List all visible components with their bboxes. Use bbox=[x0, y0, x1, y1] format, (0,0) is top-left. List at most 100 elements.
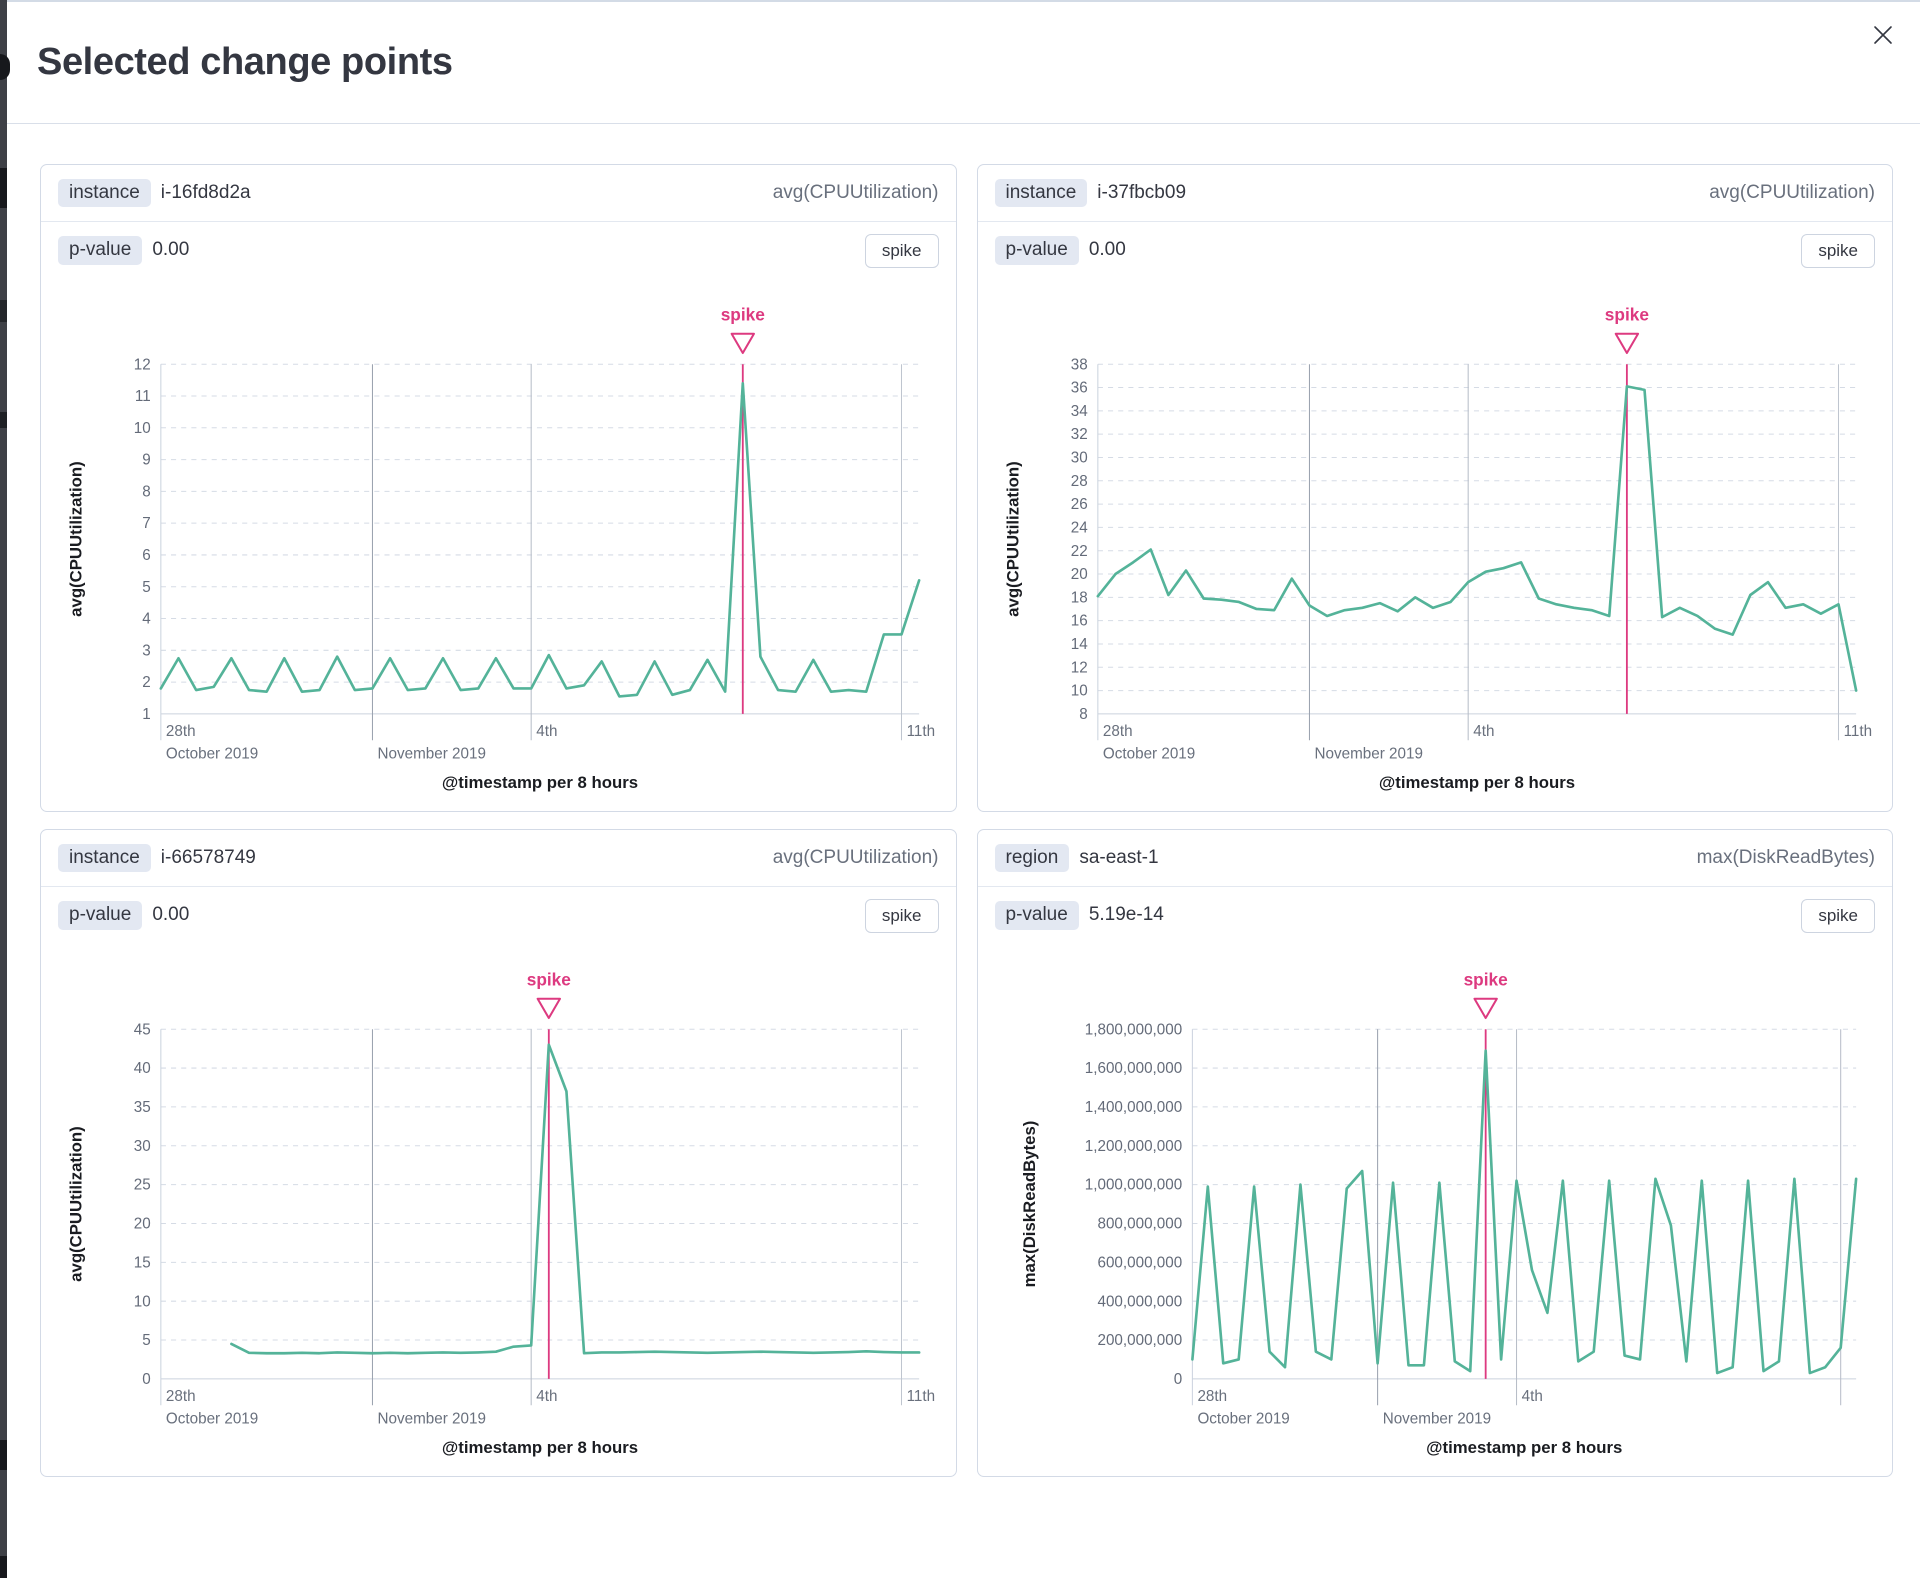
change-type-button[interactable]: spike bbox=[864, 898, 939, 933]
y-tick-label: 30 bbox=[1070, 450, 1087, 467]
pvalue-value: 0.00 bbox=[152, 239, 190, 261]
y-tick-label: 800,000,000 bbox=[1097, 1216, 1182, 1233]
change-point-card: instance i-66578749 avg(CPUUtilization) … bbox=[40, 829, 957, 1477]
y-tick-label: 25 bbox=[134, 1177, 151, 1194]
split-field-value: sa-east-1 bbox=[1079, 846, 1159, 868]
x-tick-day-label: 11th bbox=[907, 1388, 936, 1405]
card-subheader-row: p-value 0.00 spike bbox=[41, 887, 956, 944]
spike-triangle-icon bbox=[1614, 332, 1639, 355]
x-tick-month-label: November 2019 bbox=[378, 746, 486, 763]
metric-label: max(DiskReadBytes) bbox=[1696, 847, 1875, 868]
y-tick-label: 20 bbox=[1070, 566, 1087, 583]
chart-area: 0 200,000,000 400,000,000 600,000,000 800,00… bbox=[978, 944, 1893, 1462]
x-axis-title: @timestamp per 8 hours bbox=[1378, 773, 1574, 792]
y-tick-label: 7 bbox=[142, 515, 150, 532]
card-header-row: instance i-66578749 avg(CPUUtilization) bbox=[41, 830, 956, 887]
y-tick-label: 34 bbox=[1070, 403, 1087, 420]
series-line bbox=[230, 1043, 921, 1355]
x-tick-day-label: 4th bbox=[536, 723, 557, 740]
y-axis-title: avg(CPUUtilization) bbox=[67, 1126, 86, 1282]
x-tick-month-label: October 2019 bbox=[166, 746, 258, 763]
y-tick-label: 35 bbox=[134, 1099, 151, 1116]
y-tick-label: 8 bbox=[142, 483, 150, 500]
split-field-badge: region bbox=[994, 843, 1070, 873]
split-field-badge: instance bbox=[58, 178, 151, 208]
change-point-chart: 0 5 10 15 20 25 30 35 40 45 28th October 2019 Novemb… bbox=[67, 970, 936, 1458]
y-tick-label: 16 bbox=[1070, 613, 1087, 630]
background-glyph bbox=[0, 300, 7, 322]
spike-annotation-label: spike bbox=[527, 970, 572, 990]
change-point-card: instance i-37fbcb09 avg(CPUUtilization) … bbox=[976, 164, 1893, 812]
change-point-card: instance i-16fd8d2a avg(CPUUtilization) … bbox=[40, 164, 957, 812]
y-tick-label: 1,800,000,000 bbox=[1084, 1021, 1181, 1038]
y-tick-label: 26 bbox=[1070, 496, 1087, 513]
y-tick-label: 20 bbox=[134, 1216, 151, 1233]
change-point-card: region sa-east-1 max(DiskReadBytes) p-va… bbox=[976, 829, 1893, 1477]
change-points-grid: instance i-16fd8d2a avg(CPUUtilization) … bbox=[7, 124, 1920, 1477]
y-tick-label: 32 bbox=[1070, 426, 1087, 443]
split-field-value: i-16fd8d2a bbox=[160, 181, 251, 203]
change-type-button[interactable]: spike bbox=[1801, 898, 1875, 933]
y-axis-title: avg(CPUUtilization) bbox=[67, 461, 86, 617]
x-tick-day-label: 28th bbox=[166, 1388, 196, 1405]
background-app-edge bbox=[0, 0, 10, 1578]
y-tick-label: 2 bbox=[142, 674, 150, 691]
pvalue-badge: p-value bbox=[58, 236, 143, 265]
change-type-button[interactable]: spike bbox=[864, 233, 939, 268]
card-subheader-row: p-value 0.00 spike bbox=[41, 222, 956, 279]
spike-annotation-label: spike bbox=[1604, 305, 1649, 325]
y-tick-label: 10 bbox=[134, 1293, 151, 1310]
y-tick-label: 8 bbox=[1079, 706, 1087, 723]
y-tick-label: 40 bbox=[134, 1060, 151, 1077]
background-glyph bbox=[0, 1440, 7, 1470]
y-tick-label: 0 bbox=[142, 1371, 150, 1388]
card-header-row: instance i-37fbcb09 avg(CPUUtilization) bbox=[977, 165, 1892, 222]
background-glyph bbox=[0, 54, 10, 80]
spike-annotation-label: spike bbox=[721, 305, 766, 325]
x-tick-day-label: 4th bbox=[1521, 1388, 1542, 1405]
y-tick-label: 1,000,000,000 bbox=[1084, 1177, 1181, 1194]
y-tick-label: 0 bbox=[1173, 1371, 1181, 1388]
pvalue-value: 0.00 bbox=[152, 904, 190, 926]
y-tick-label: 400,000,000 bbox=[1097, 1293, 1182, 1310]
x-axis-title: @timestamp per 8 hours bbox=[442, 1438, 638, 1457]
series-line bbox=[1096, 385, 1857, 692]
pvalue-value: 5.19e-14 bbox=[1088, 904, 1164, 926]
x-tick-day-label: 11th bbox=[1843, 723, 1872, 740]
x-axis-title: @timestamp per 8 hours bbox=[442, 773, 638, 792]
y-tick-label: 10 bbox=[1070, 683, 1087, 700]
x-tick-month-label: October 2019 bbox=[166, 1411, 258, 1428]
metric-label: avg(CPUUtilization) bbox=[772, 182, 939, 203]
y-tick-label: 22 bbox=[1070, 543, 1087, 560]
background-glyph bbox=[0, 1556, 7, 1578]
y-tick-label: 24 bbox=[1070, 519, 1087, 536]
card-header-row: instance i-16fd8d2a avg(CPUUtilization) bbox=[41, 165, 956, 222]
y-tick-label: 11 bbox=[135, 388, 151, 405]
y-tick-label: 28 bbox=[1070, 473, 1087, 490]
close-icon[interactable] bbox=[1868, 20, 1898, 50]
x-tick-month-label: October 2019 bbox=[1197, 1411, 1289, 1428]
y-tick-label: 5 bbox=[142, 1332, 150, 1349]
change-point-chart: 8 10 12 14 16 18 20 22 24 26 28 30 32 34 36 38 28th Octob… bbox=[1003, 305, 1872, 793]
change-type-button[interactable]: spike bbox=[1801, 233, 1875, 268]
y-tick-label: 15 bbox=[134, 1254, 151, 1271]
metric-label: avg(CPUUtilization) bbox=[1709, 182, 1875, 203]
card-subheader-row: p-value 0.00 spike bbox=[978, 222, 1893, 279]
change-points-modal: Selected change points instance i-16fd8d… bbox=[7, 2, 1920, 1578]
y-tick-label: 12 bbox=[134, 356, 151, 373]
y-tick-label: 45 bbox=[134, 1021, 151, 1038]
background-glyph bbox=[0, 412, 7, 428]
y-axis-title: max(DiskReadBytes) bbox=[1019, 1121, 1038, 1288]
x-tick-month-label: November 2019 bbox=[378, 1411, 486, 1428]
chart-area: 8 10 12 14 16 18 20 22 24 26 28 30 32 34 36 38 28th Octob… bbox=[978, 279, 1893, 797]
y-tick-label: 3 bbox=[142, 642, 150, 659]
x-tick-day-label: 11th bbox=[907, 723, 936, 740]
pvalue-value: 0.00 bbox=[1088, 239, 1126, 261]
card-subheader-row: p-value 5.19e-14 spike bbox=[978, 887, 1893, 944]
pvalue-badge: p-value bbox=[58, 901, 143, 930]
spike-triangle-icon bbox=[1472, 997, 1498, 1020]
x-tick-day-label: 28th bbox=[1197, 1388, 1227, 1405]
y-tick-label: 18 bbox=[1070, 589, 1087, 606]
